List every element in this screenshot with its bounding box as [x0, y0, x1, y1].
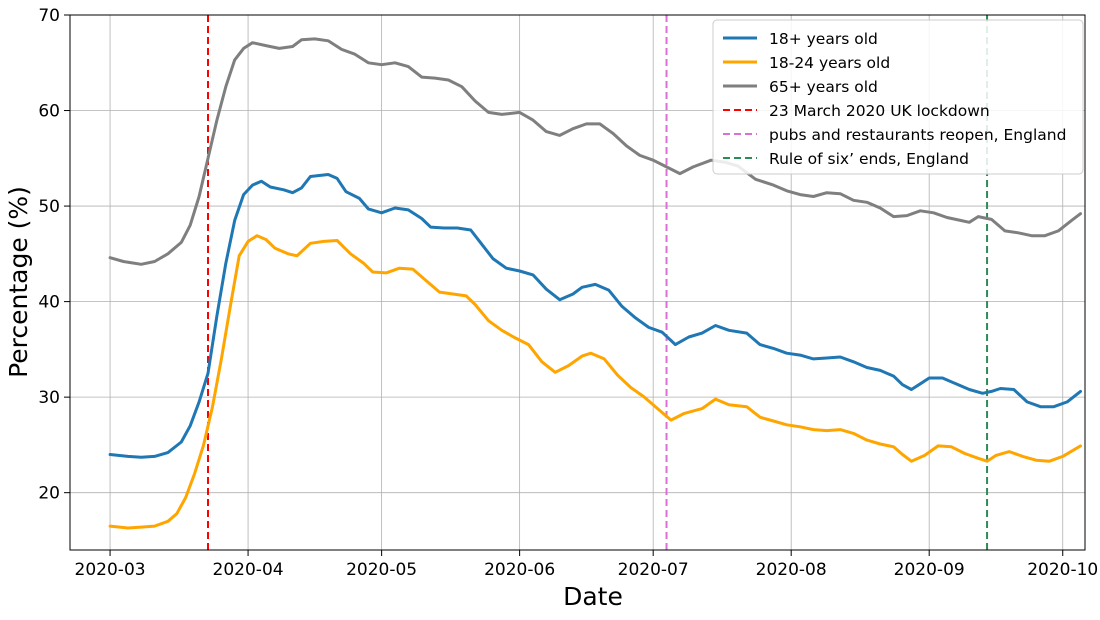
x-axis-label: Date — [563, 582, 623, 611]
x-tick-label: 2020-05 — [346, 560, 417, 580]
x-tick-label: 2020-06 — [484, 560, 555, 580]
legend-label: 18-24 years old — [769, 54, 890, 72]
x-ticks: 2020-03 2020-04 2020-05 2020-06 2020-07 2020-… — [75, 550, 1098, 580]
legend: 18+ years old 18-24 years old 65+ years ol… — [712, 19, 1084, 175]
x-tick-label: 2020-10 — [1027, 560, 1098, 580]
y-tick-label: 40 — [38, 293, 60, 313]
legend-label: 65+ years old — [769, 78, 878, 96]
y-tick-label: 50 — [38, 197, 60, 217]
x-tick-label: 2020-07 — [618, 560, 689, 580]
x-tick-label: 2020-08 — [756, 560, 827, 580]
legend-label: pubs and restaurants reopen, England — [769, 126, 1066, 144]
x-tick-label: 2020-04 — [213, 560, 284, 580]
y-tick-label: 20 — [38, 484, 60, 504]
series-line — [108, 234, 1082, 530]
x-tick-label: 2020-03 — [75, 560, 146, 580]
series-lines — [108, 37, 1082, 530]
y-ticks: 20 30 40 50 60 70 — [38, 6, 70, 504]
plot-frame — [69, 14, 1086, 551]
y-tick-label: 70 — [38, 6, 60, 26]
x-tick-label: 2020-09 — [894, 560, 965, 580]
y-tick-label: 60 — [38, 102, 60, 122]
legend-label: 23 March 2020 UK lockdown — [769, 102, 990, 120]
legend-label: 18+ years old — [769, 30, 878, 48]
legend-label: Rule of six’ ends, England — [769, 150, 969, 168]
y-axis-label: Percentage (%) — [4, 186, 33, 378]
y-tick-label: 30 — [38, 388, 60, 408]
legend-box — [712, 19, 1084, 175]
series-line — [108, 173, 1082, 459]
series-line — [108, 37, 1082, 266]
